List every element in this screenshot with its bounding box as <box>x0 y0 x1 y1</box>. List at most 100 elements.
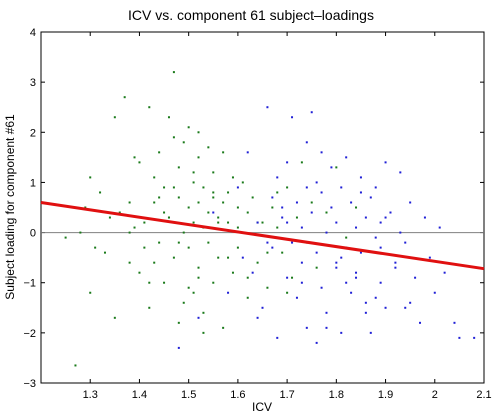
data-point-group2 <box>364 216 367 219</box>
data-point-group2 <box>423 216 426 219</box>
data-point-group2 <box>305 141 308 144</box>
data-point-group1 <box>227 191 230 194</box>
y-tick-label: −3 <box>23 378 36 390</box>
data-point-group2 <box>379 281 382 284</box>
data-point-group1 <box>113 316 116 319</box>
y-tick-label: 0 <box>30 228 36 240</box>
data-point-group1 <box>153 261 156 264</box>
data-point-group1 <box>118 211 121 214</box>
data-point-group1 <box>94 246 97 249</box>
data-point-group1 <box>241 181 244 184</box>
data-point-group1 <box>89 291 92 294</box>
data-point-group2 <box>320 286 323 289</box>
data-point-group1 <box>271 206 274 209</box>
data-point-group1 <box>103 251 106 254</box>
data-point-group2 <box>473 336 476 339</box>
data-point-group2 <box>271 196 274 199</box>
data-point-group1 <box>187 286 190 289</box>
data-point-group2 <box>305 186 308 189</box>
data-point-group1 <box>231 271 234 274</box>
data-point-group2 <box>355 226 358 229</box>
x-tick-label: 2 <box>432 389 438 401</box>
y-axis-label: Subject loading for component #61 <box>3 114 17 300</box>
x-tick-label: 1.9 <box>378 389 393 401</box>
plot-area <box>40 31 485 384</box>
data-point-group1 <box>192 221 195 224</box>
data-point-group1 <box>138 161 141 164</box>
data-point-group2 <box>281 216 284 219</box>
data-point-group1 <box>222 151 225 154</box>
data-point-group2 <box>295 201 298 204</box>
data-point-group2 <box>359 251 362 254</box>
data-point-group1 <box>187 206 190 209</box>
data-point-group1 <box>192 171 195 174</box>
data-point-group2 <box>286 276 289 279</box>
data-point-group1 <box>207 146 210 149</box>
data-point-group1 <box>177 321 180 324</box>
data-point-group2 <box>315 341 318 344</box>
data-point-group1 <box>163 186 166 189</box>
data-point-group1 <box>143 246 146 249</box>
y-tick-label: −1 <box>23 278 36 290</box>
data-point-group2 <box>305 326 308 329</box>
data-point-group2 <box>359 191 362 194</box>
data-point-group1 <box>167 116 170 119</box>
data-point-group1 <box>163 211 166 214</box>
data-point-group2 <box>300 281 303 284</box>
data-point-group2 <box>438 226 441 229</box>
data-point-group1 <box>355 206 358 209</box>
data-point-group1 <box>256 261 259 264</box>
chart-title: ICV vs. component 61 subject–loadings <box>128 7 374 23</box>
data-point-group1 <box>212 191 215 194</box>
data-point-group1 <box>197 266 200 269</box>
data-point-group2 <box>374 236 377 239</box>
data-point-group1 <box>310 201 313 204</box>
data-point-group1 <box>138 271 141 274</box>
data-point-group1 <box>231 176 234 179</box>
data-point-group1 <box>64 236 67 239</box>
data-point-group2 <box>384 216 387 219</box>
data-point-group2 <box>256 316 259 319</box>
data-point-group1 <box>128 201 131 204</box>
data-point-group2 <box>384 161 387 164</box>
data-point-group1 <box>84 206 87 209</box>
x-tick-label: 1.5 <box>181 389 196 401</box>
data-point-group2 <box>246 151 249 154</box>
data-point-group2 <box>335 266 338 269</box>
data-point-group1 <box>261 221 264 224</box>
data-point-group1 <box>222 326 225 329</box>
data-point-group1 <box>89 176 92 179</box>
data-point-group2 <box>315 181 318 184</box>
data-point-group1 <box>217 256 220 259</box>
data-point-group2 <box>453 321 456 324</box>
data-point-group1 <box>187 126 190 129</box>
data-point-group1 <box>281 251 284 254</box>
data-point-group2 <box>325 231 328 234</box>
y-tick-label: 3 <box>30 77 36 89</box>
data-point-group2 <box>295 296 298 299</box>
data-point-group1 <box>133 156 136 159</box>
data-point-group2 <box>374 186 377 189</box>
data-point-group2 <box>315 251 318 254</box>
data-point-group2 <box>394 261 397 264</box>
data-point-group1 <box>197 276 200 279</box>
data-point-group1 <box>291 276 294 279</box>
data-point-group1 <box>158 196 161 199</box>
data-point-group1 <box>163 281 166 284</box>
data-point-group1 <box>172 256 175 259</box>
data-point-group2 <box>330 166 333 169</box>
data-point-group1 <box>133 226 136 229</box>
x-tick-label: 1.6 <box>230 389 245 401</box>
data-point-group2 <box>266 106 269 109</box>
data-point-group1 <box>128 231 131 234</box>
data-points <box>64 71 476 367</box>
data-point-group2 <box>325 326 328 329</box>
data-point-group2 <box>310 111 313 114</box>
data-point-group2 <box>428 256 431 259</box>
y-tick-label: 2 <box>30 127 36 139</box>
data-point-group2 <box>399 171 402 174</box>
data-point-group1 <box>202 331 205 334</box>
data-point-group1 <box>295 216 298 219</box>
data-point-group1 <box>236 226 239 229</box>
data-point-group2 <box>335 221 338 224</box>
